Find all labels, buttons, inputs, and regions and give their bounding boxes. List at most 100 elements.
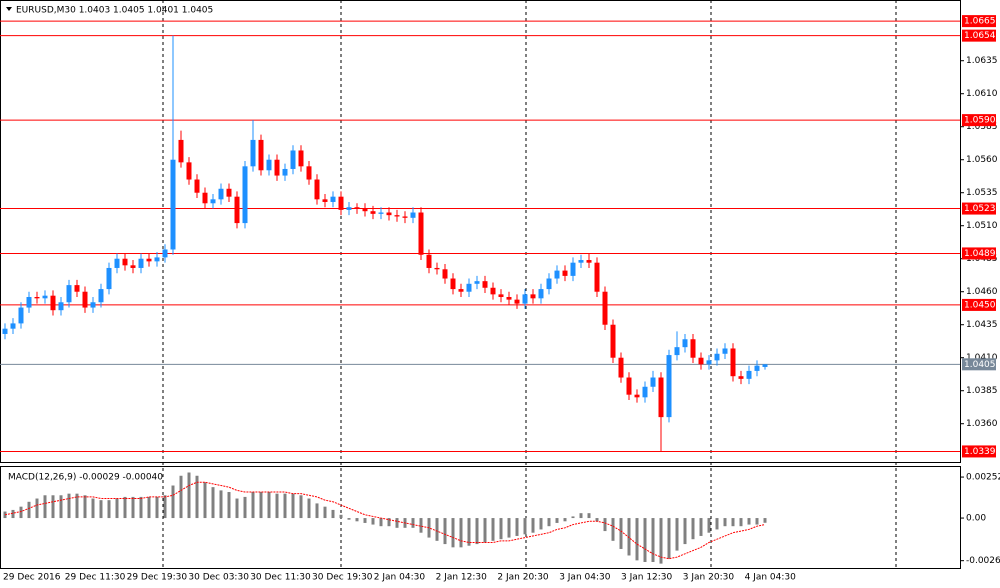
candle-body bbox=[434, 267, 440, 270]
x-tick-label: 30 Dec 19:30 bbox=[312, 573, 373, 583]
candle-body bbox=[642, 386, 648, 398]
candle-body bbox=[34, 297, 40, 299]
candle-body bbox=[738, 376, 744, 379]
y-tick-label: 1.0610 bbox=[966, 89, 998, 99]
macd-bar bbox=[275, 493, 279, 519]
macd-bar bbox=[763, 518, 767, 523]
y-tick-label: 1.0510 bbox=[966, 221, 998, 231]
macd-bar bbox=[419, 518, 423, 533]
macd-bar bbox=[547, 518, 551, 527]
macd-bar bbox=[123, 496, 127, 519]
candle-body bbox=[530, 294, 536, 299]
macd-bar bbox=[667, 518, 671, 559]
candle-body bbox=[418, 212, 424, 255]
level-label: 1.0654 bbox=[964, 31, 996, 41]
y-tick-label: 0.00252 bbox=[966, 473, 1000, 483]
macd-bar bbox=[139, 496, 143, 519]
candle-body bbox=[258, 139, 264, 171]
candle-body bbox=[426, 254, 432, 268]
candle-body bbox=[122, 258, 128, 266]
candle-body bbox=[210, 199, 216, 204]
x-tick-label: 30 Dec 11:30 bbox=[250, 573, 311, 583]
x-tick-label: 2 Jan 12:30 bbox=[436, 573, 488, 583]
macd-bar bbox=[27, 501, 31, 519]
candle-body bbox=[674, 347, 680, 356]
macd-bar bbox=[355, 518, 359, 522]
macd-title: MACD(12,26,9) -0.00029 -0.00040 bbox=[8, 473, 163, 483]
candle-body bbox=[490, 287, 496, 295]
macd-bar bbox=[35, 498, 39, 519]
level-label: 1.0665 bbox=[964, 17, 996, 27]
macd-bar bbox=[483, 518, 487, 543]
y-tick-label: 1.0635 bbox=[966, 56, 998, 66]
candle-body bbox=[202, 192, 208, 204]
candle-body bbox=[730, 348, 736, 377]
y-tick-label: 1.0410 bbox=[966, 353, 998, 363]
y-tick-label: 1.0560 bbox=[966, 155, 998, 165]
candle-body bbox=[698, 357, 704, 365]
macd-bar bbox=[491, 518, 495, 541]
macd-bar bbox=[587, 513, 591, 519]
candle-body bbox=[458, 289, 464, 292]
candle-body bbox=[298, 150, 304, 167]
candle-body bbox=[154, 257, 160, 262]
macd-bar bbox=[731, 518, 735, 527]
level-label: 1.0523 bbox=[964, 204, 996, 214]
macd-bar bbox=[707, 518, 711, 533]
candle-body bbox=[314, 179, 320, 200]
candle-body bbox=[234, 196, 240, 224]
x-tick-label: 29 Dec 19:30 bbox=[127, 573, 188, 583]
y-tick-label: -0.00262 bbox=[966, 556, 1000, 566]
candle-body bbox=[682, 339, 688, 348]
macd-bar bbox=[147, 496, 151, 519]
candle-body bbox=[538, 289, 544, 299]
candle-body bbox=[442, 269, 448, 279]
candle-body bbox=[666, 355, 672, 418]
macd-bar bbox=[163, 495, 167, 519]
macd-bar bbox=[115, 498, 119, 519]
level-label: 1.0339 bbox=[964, 447, 996, 457]
macd-bar bbox=[467, 518, 471, 546]
macd-bar bbox=[371, 518, 375, 525]
macd-bar bbox=[347, 518, 351, 520]
candle-body bbox=[594, 262, 600, 292]
level-label: 1.0405 bbox=[964, 360, 996, 370]
macd-bar bbox=[211, 487, 215, 519]
macd-bar bbox=[243, 496, 247, 519]
candle-body bbox=[546, 278, 552, 290]
candle-body bbox=[554, 270, 560, 279]
candle-body bbox=[170, 159, 176, 250]
candle-body bbox=[218, 188, 224, 200]
candle-body bbox=[370, 211, 376, 214]
menu-arrow[interactable] bbox=[6, 7, 12, 11]
macd-panel bbox=[0, 466, 961, 569]
candle-body bbox=[42, 295, 48, 299]
price-panel bbox=[0, 0, 961, 463]
candle-body bbox=[138, 258, 144, 268]
x-tick-label: 30 Dec 03:30 bbox=[188, 573, 249, 583]
candle-body bbox=[450, 278, 456, 290]
y-tick-label: 1.0385 bbox=[966, 386, 998, 396]
macd-bar bbox=[171, 485, 175, 519]
macd-bar bbox=[515, 518, 519, 536]
macd-bar bbox=[107, 500, 111, 519]
candle-body bbox=[706, 360, 712, 365]
candle-body bbox=[658, 377, 664, 418]
macd-bar bbox=[379, 518, 383, 527]
macd-bar bbox=[11, 509, 15, 519]
candle-body bbox=[266, 159, 272, 171]
macd-bar bbox=[563, 518, 567, 522]
macd-bar bbox=[459, 518, 463, 548]
level-label-box bbox=[962, 29, 996, 42]
candle-body bbox=[18, 307, 24, 324]
macd-bar bbox=[43, 495, 47, 519]
macd-bar bbox=[323, 506, 327, 519]
candle-body bbox=[626, 377, 632, 395]
candle-body bbox=[386, 212, 392, 216]
candle-body bbox=[306, 166, 312, 180]
macd-bar bbox=[411, 518, 415, 528]
candle-body bbox=[66, 285, 72, 303]
level-label-box bbox=[962, 358, 996, 371]
macd-bar bbox=[67, 493, 71, 519]
